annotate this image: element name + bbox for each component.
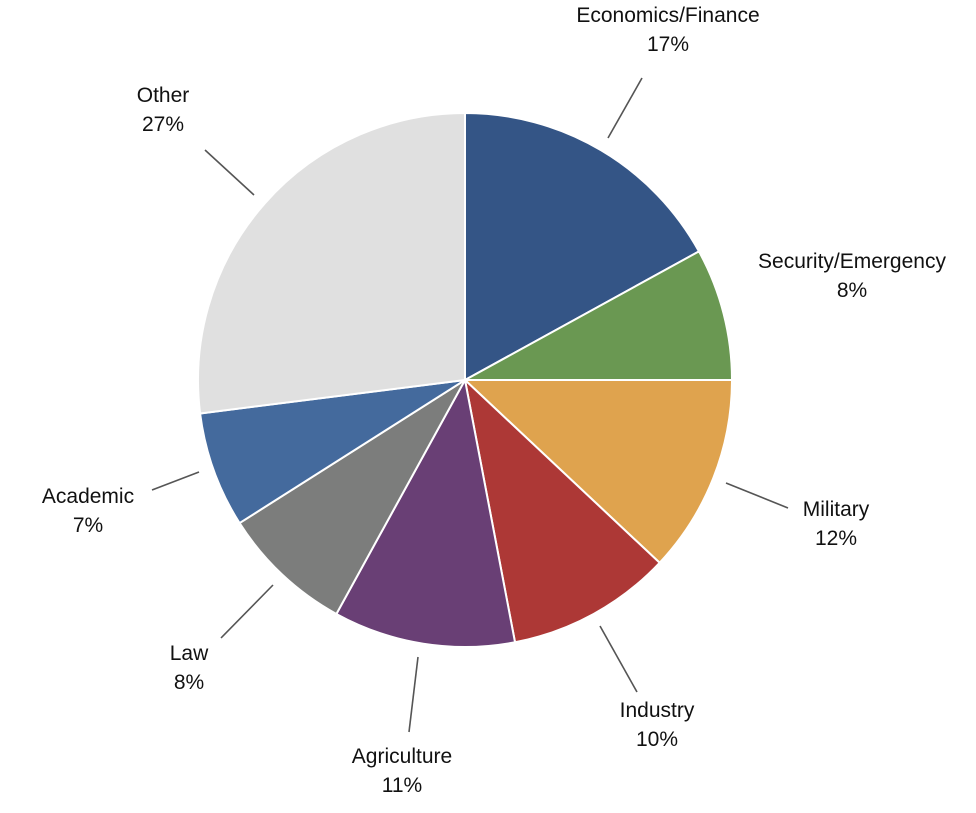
slice-label-name: Security/Emergency <box>758 250 946 273</box>
slice-label-name: Agriculture <box>352 745 452 768</box>
leader-line <box>408 656 419 733</box>
leader-line <box>151 471 200 491</box>
slice-label-percent: 8% <box>837 279 867 302</box>
pie-slice-other <box>197 112 466 415</box>
leader-line <box>599 625 638 693</box>
slice-label-name: Law <box>170 642 209 665</box>
leader-line <box>607 77 643 139</box>
slice-label-percent: 10% <box>636 728 678 751</box>
slice-label-percent: 27% <box>142 113 184 136</box>
leader-line <box>204 149 255 196</box>
slice-labels: Economics/Finance 17% Security/Emergency 8%… <box>42 4 947 797</box>
slice-label-name: Industry <box>620 699 695 722</box>
slice-label-name: Economics/Finance <box>576 4 759 27</box>
slice-label-percent: 8% <box>174 671 204 694</box>
leader-lines <box>151 77 789 733</box>
pie-slice-industry <box>464 379 661 644</box>
slice-label-percent: 17% <box>647 33 689 56</box>
slice-label-percent: 12% <box>815 527 857 550</box>
pie-slice-agriculture <box>335 379 517 648</box>
slice-label-percent: 11% <box>382 774 422 797</box>
slice-label-percent: 7% <box>73 514 103 537</box>
slice-label-name: Academic <box>42 485 134 508</box>
pie-slices <box>197 112 733 648</box>
pie-slice-economics-finance <box>464 112 700 381</box>
slice-label-name: Other <box>137 84 190 107</box>
pie-slice-law <box>238 379 466 615</box>
pie-slice-security-emergency <box>464 250 733 381</box>
leader-line <box>220 584 274 639</box>
leader-line <box>725 482 789 509</box>
pie-slice-military <box>464 379 733 564</box>
slice-label-name: Military <box>803 498 870 521</box>
pie-slice-academic <box>199 379 466 525</box>
